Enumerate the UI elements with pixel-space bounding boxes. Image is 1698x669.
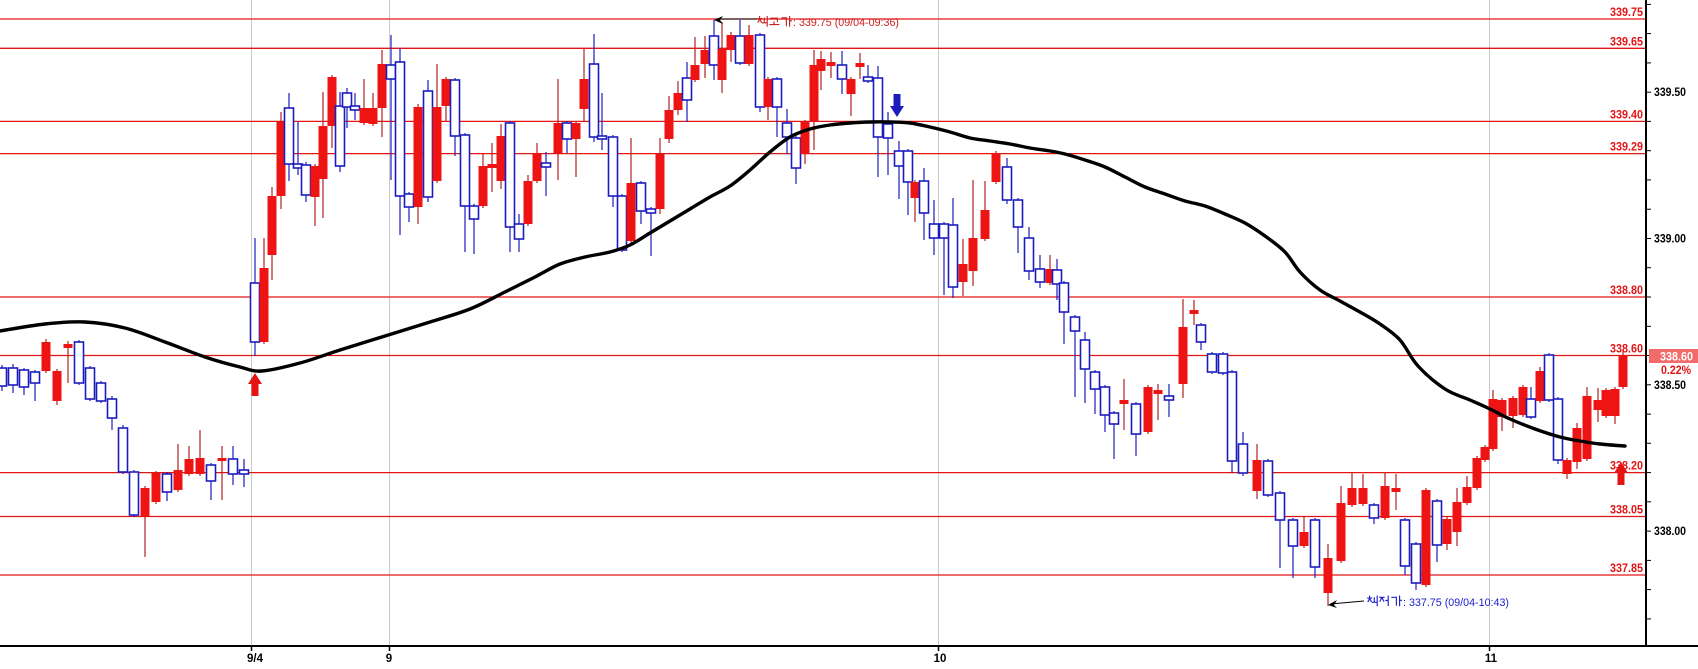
svg-text:: 339.75 (09/04-09:36): : 339.75 (09/04-09:36) [793, 17, 899, 29]
svg-text:10: 10 [934, 653, 947, 664]
svg-text:339.50: 339.50 [1654, 87, 1686, 99]
svg-text:339.65: 339.65 [1610, 36, 1644, 48]
svg-text:9: 9 [386, 653, 392, 664]
svg-text:9/4: 9/4 [247, 653, 264, 664]
svg-text:338.50: 338.50 [1654, 380, 1686, 392]
svg-text:338.05: 338.05 [1610, 505, 1644, 517]
svg-text:338.60: 338.60 [1660, 352, 1693, 364]
svg-text:338.60: 338.60 [1610, 344, 1643, 356]
svg-text:339.75: 339.75 [1610, 7, 1644, 19]
svg-text:: 337.75 (09/04-10:43): : 337.75 (09/04-10:43) [1403, 597, 1509, 609]
svg-text:11: 11 [1485, 653, 1498, 664]
svg-text:339.00: 339.00 [1654, 234, 1686, 246]
svg-text:337.85: 337.85 [1610, 563, 1644, 575]
svg-text:338.00: 338.00 [1654, 526, 1686, 538]
svg-text:339.40: 339.40 [1610, 109, 1643, 121]
svg-text:339.29: 339.29 [1610, 142, 1643, 154]
svg-text:0.22%: 0.22% [1661, 365, 1691, 377]
svg-text:338.80: 338.80 [1610, 285, 1643, 297]
